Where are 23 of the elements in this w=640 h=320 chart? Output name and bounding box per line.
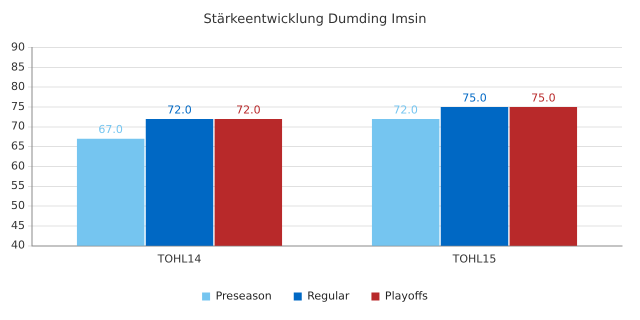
data-label: 72.0 (236, 103, 261, 116)
x-tick-label: TOHL14 (156, 252, 202, 266)
y-tick-label: 75 (10, 100, 25, 113)
data-label: 75.0 (531, 91, 556, 104)
x-tick-label: TOHL15 (452, 252, 496, 266)
y-tick-label: 60 (10, 159, 25, 172)
legend-label: Regular (307, 289, 350, 302)
data-label: 72.0 (167, 103, 192, 116)
chart-title: Stärkeentwicklung Dumding Imsin (204, 12, 426, 28)
legend-label: Playoffs (384, 289, 428, 302)
y-tick-label: 50 (10, 199, 25, 212)
y-tick-label: 40 (10, 238, 25, 252)
y-tick-label: 85 (10, 60, 25, 74)
y-tick-label: 70 (10, 120, 25, 133)
y-tick-label: 90 (10, 40, 25, 54)
legend-label: Preseason (216, 289, 272, 302)
data-label: 67.0 (98, 123, 123, 136)
y-tick-label: 80 (10, 80, 25, 94)
y-tick-label: 55 (10, 179, 25, 192)
data-label: 72.0 (393, 103, 418, 116)
y-tick-label: 45 (10, 218, 25, 232)
y-tick-label: 65 (10, 140, 25, 153)
data-label: 75.0 (462, 91, 487, 104)
